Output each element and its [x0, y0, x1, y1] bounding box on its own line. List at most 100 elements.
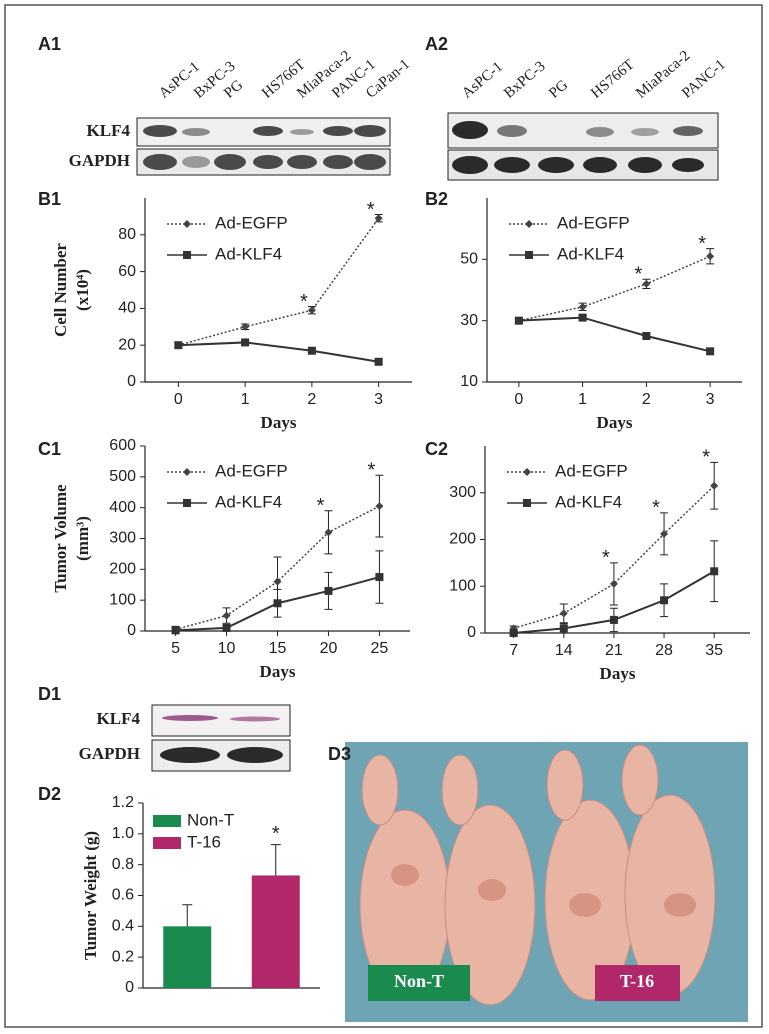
marker [642, 279, 651, 288]
marker [183, 220, 191, 228]
marker [559, 609, 568, 618]
marker [514, 316, 523, 325]
marker [324, 528, 333, 537]
y-tick-label: 0.6 [112, 887, 134, 904]
y-tick-label: 0 [467, 624, 476, 641]
legend-label: Ad-EGFP [557, 213, 630, 232]
legend-swatch [153, 815, 181, 827]
marker [523, 499, 531, 507]
row-label: GAPDH [69, 151, 130, 170]
x-tick-label: 0 [514, 391, 523, 408]
blot-d1 [151, 704, 291, 772]
annotation: * [317, 495, 325, 517]
marker [710, 567, 719, 576]
marker [307, 306, 316, 315]
y-tick-label: 600 [109, 437, 136, 454]
panel-label: B1 [38, 189, 61, 209]
bar [163, 926, 212, 988]
annotation: * [367, 199, 375, 221]
panel-label: D3 [328, 744, 351, 764]
photo-d3 [345, 742, 748, 1022]
panel-label: C1 [38, 439, 61, 459]
series-line [178, 217, 380, 346]
x-tick-label: 2 [642, 391, 651, 408]
series-line [518, 316, 711, 353]
x-tick-label: 20 [320, 640, 338, 657]
marker [273, 577, 282, 586]
row-label: KLF4 [87, 121, 131, 140]
x-tick-label: 7 [509, 642, 518, 659]
y-tick-label: 100 [109, 591, 136, 608]
marker [307, 346, 316, 355]
marker [609, 615, 618, 624]
marker [523, 468, 531, 476]
y-tick-label: 80 [118, 226, 136, 243]
series-line [175, 505, 380, 631]
blot-a1 [136, 117, 391, 176]
x-tick-label: 10 [218, 640, 236, 657]
marker [241, 322, 250, 331]
blot-a2 [447, 112, 719, 181]
marker [609, 579, 618, 588]
x-tick-label: 1 [578, 391, 587, 408]
row-label: GAPDH [79, 744, 140, 763]
annotation: * [368, 460, 376, 482]
photo-label: Non-T [394, 971, 444, 991]
lane-label: PG [546, 77, 571, 102]
annotation: * [702, 447, 710, 469]
marker [706, 347, 715, 356]
y-tick-label: 0.4 [112, 918, 134, 935]
y-tick-label: 300 [109, 530, 136, 547]
x-tick-label: 14 [555, 642, 573, 659]
x-axis-title: Days [261, 413, 297, 432]
band [230, 716, 280, 722]
marker [174, 341, 183, 350]
x-tick-label: 2 [307, 391, 316, 408]
marker [273, 599, 282, 608]
y-tick-label: 100 [449, 577, 476, 594]
legend-label: Ad-KLF4 [557, 244, 624, 263]
annotation: * [634, 264, 642, 286]
marker [525, 251, 533, 259]
x-axis-title: Days [597, 413, 633, 432]
marker [578, 302, 587, 311]
annotation: * [272, 823, 280, 845]
legend-label: Ad-KLF4 [215, 244, 282, 263]
y-tick-label: 0 [125, 979, 134, 996]
marker [578, 313, 587, 322]
marker [660, 529, 669, 538]
marker [660, 596, 669, 605]
series-line [518, 255, 711, 322]
bands [452, 121, 704, 174]
label-box [368, 965, 470, 1001]
y-axis-title: Tumor Weight (g) [81, 831, 100, 960]
legend-label: T-16 [187, 832, 221, 851]
marker [183, 499, 191, 507]
figure-border [4, 4, 763, 1028]
y-tick-label: 50 [460, 251, 478, 268]
panel-label: B2 [425, 189, 448, 209]
marker [642, 332, 651, 340]
marker [171, 626, 180, 635]
panel-label: C2 [425, 439, 448, 459]
y-tick-label: 300 [449, 484, 476, 501]
marker [710, 481, 719, 490]
marker [375, 573, 384, 582]
marker [222, 623, 231, 632]
legend-label: Ad-EGFP [555, 461, 628, 480]
legend-swatch [153, 837, 181, 849]
x-tick-label: 0 [174, 391, 183, 408]
panel-label: D2 [38, 784, 61, 804]
y-tick-label: 0.8 [112, 856, 134, 873]
y-tick-label: 30 [460, 312, 478, 329]
x-tick-label: 21 [605, 642, 623, 659]
series-line [178, 341, 379, 363]
x-tick-label: 35 [705, 642, 723, 659]
blot-strip [447, 112, 719, 149]
y-tick-label: 40 [118, 300, 136, 317]
marker [525, 220, 533, 228]
x-tick-label: 1 [241, 391, 250, 408]
band [162, 715, 218, 721]
error-bar [270, 844, 281, 876]
panel-label: D1 [38, 684, 61, 704]
